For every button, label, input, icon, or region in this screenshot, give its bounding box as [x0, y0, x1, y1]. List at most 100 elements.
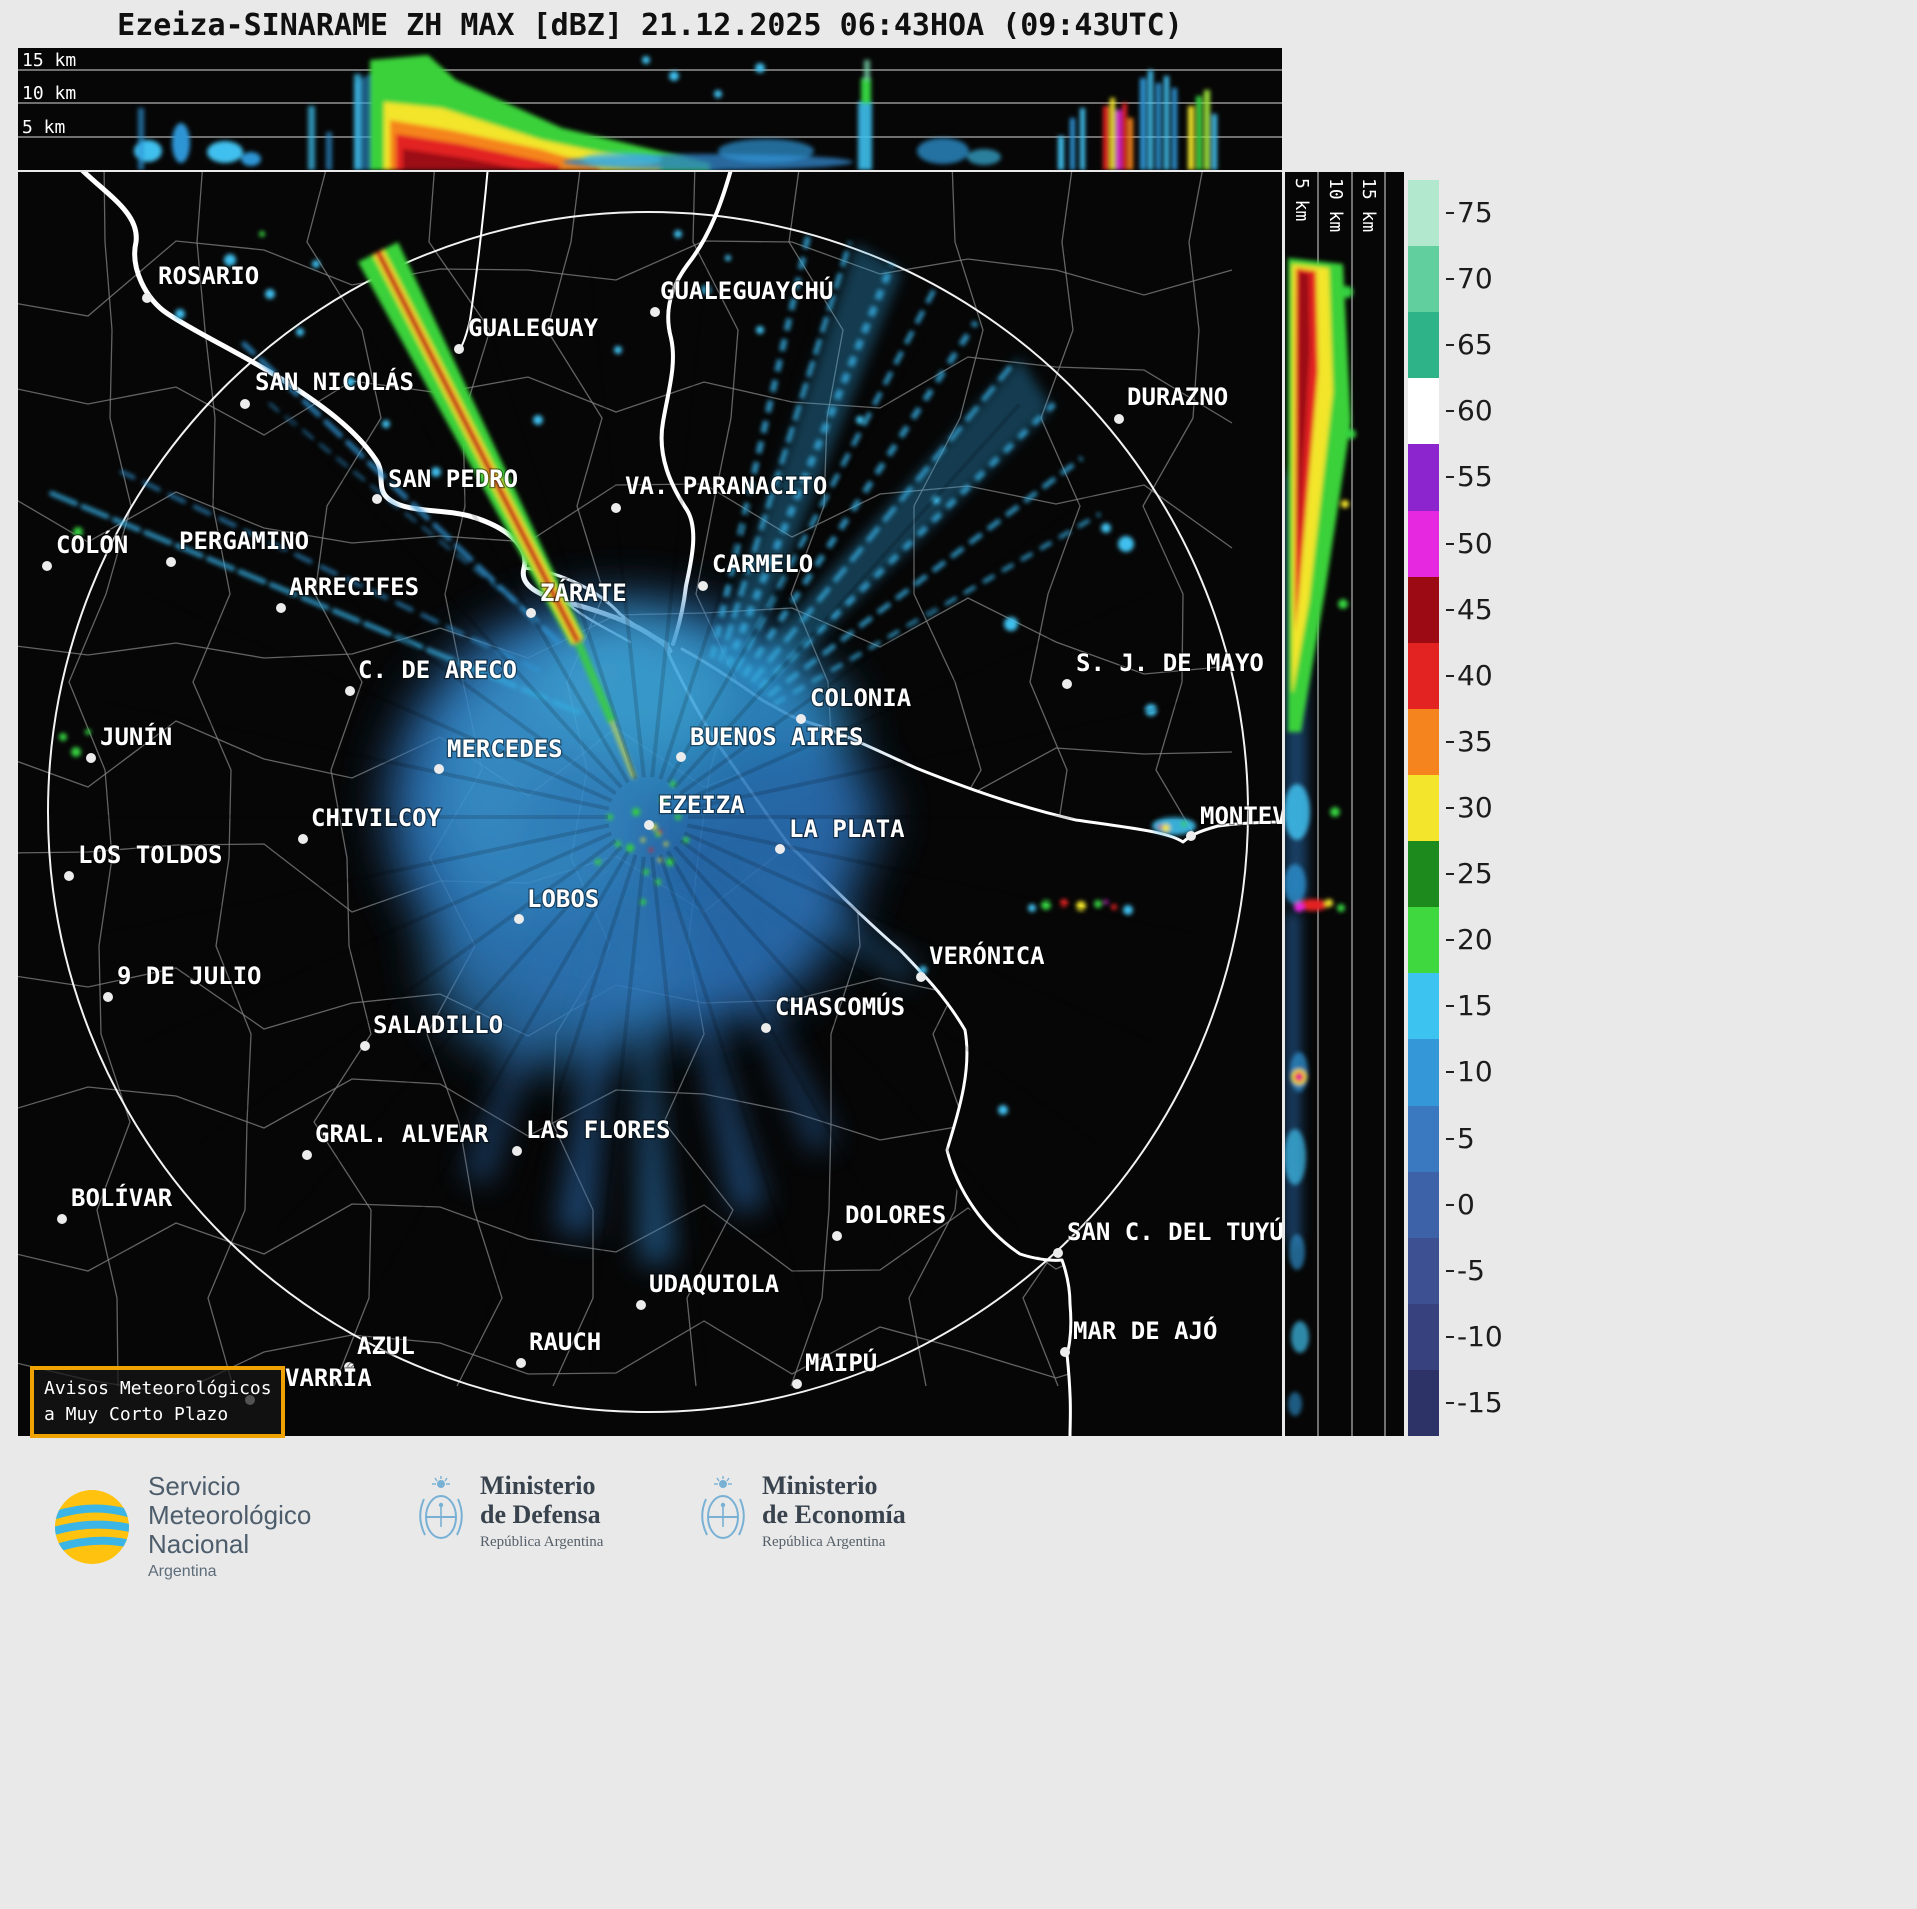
beam-spoke	[658, 288, 822, 780]
height-label: 10 km	[22, 83, 76, 104]
city-label: LOS TOLDOS	[78, 841, 223, 869]
beam-spoke	[474, 288, 638, 780]
smn-name-line: Nacional	[148, 1529, 250, 1560]
radial-beam-texture	[93, 264, 1203, 1370]
beam-spoke	[275, 845, 623, 1231]
city-label: LA PLATA	[789, 815, 905, 843]
colorbar-tick-label: -10	[1446, 1319, 1503, 1353]
city-label: GUALEGUAYCHÚ	[660, 275, 833, 305]
radar-range-ring	[47, 211, 1249, 1413]
beam-spoke	[686, 823, 1192, 935]
city-dot	[698, 581, 708, 591]
colorbar-tick-label: 55	[1446, 460, 1493, 494]
colorbar-segment	[1408, 841, 1439, 908]
city-label: LOBOS	[527, 885, 599, 913]
city-dot	[512, 1146, 522, 1156]
colorbar-tick-label: 65	[1446, 328, 1493, 362]
city-dot	[302, 1150, 312, 1160]
city-dot	[344, 1362, 354, 1372]
ministerio-economia-wordmark: Ministerio de Economía República Argenti…	[762, 1471, 906, 1551]
city-label: LAS FLORES	[526, 1116, 671, 1144]
city-label: BOLÍVAR	[71, 1183, 173, 1212]
beam-spoke	[666, 335, 928, 784]
beam-spoke	[673, 845, 1021, 1231]
aviso-overlay[interactable]: Avisos Meteorológicos a Muy Corto Plazo	[30, 1366, 285, 1439]
colorbar-tick-label: 20	[1446, 923, 1493, 957]
smn-wordmark: Servicio Meteorológico Nacional Argentin…	[148, 1471, 311, 1581]
city-dot	[103, 992, 113, 1002]
colorbar-tick-label: 0	[1446, 1187, 1475, 1221]
coat-of-arms-icon	[419, 1475, 463, 1539]
city-label: PERGAMINO	[179, 527, 309, 555]
colorbar-segment	[1408, 444, 1439, 511]
city-dot	[1186, 831, 1196, 841]
city-dot	[796, 714, 806, 724]
height-label: 15 km	[22, 50, 76, 71]
ministerio-economia-block: Ministerio de Economía República Argenti…	[700, 1471, 906, 1551]
city-label: VARRÍA	[285, 1363, 372, 1392]
beam-spoke	[368, 335, 630, 784]
admin-boundary	[18, 240, 1233, 317]
city-label: MAR DE AJÓ	[1073, 1315, 1218, 1345]
cross-section-top-panel: 15 km 10 km 5 km	[18, 48, 1282, 170]
colorbar-tick-label: 35	[1446, 724, 1493, 758]
city-label: BUENOS AIRES	[690, 723, 863, 751]
ministry-name-line: de Defensa	[480, 1499, 601, 1529]
city-dot	[611, 503, 621, 513]
city-label: SAN NICOLÁS	[255, 367, 414, 396]
cross-section-right-panel: 5 km 10 km 15 km	[1285, 172, 1404, 1436]
colorbar-tick-label: 60	[1446, 394, 1493, 428]
beam-spoke	[686, 699, 1192, 811]
city-label: CHASCOMÚS	[775, 991, 905, 1021]
city-label: AZUL	[357, 1332, 415, 1360]
dbz-colorbar-ticks: 75 70 65 60 55 50 45 40 35 30 25 20 15 10 5 0 -5 -10 -15	[1446, 180, 1527, 1436]
city-dot	[360, 1041, 370, 1051]
city-label: VERÓNICA	[929, 940, 1045, 970]
city-label: DOLORES	[845, 1201, 946, 1229]
city-dot	[1114, 414, 1124, 424]
beam-spoke	[650, 264, 709, 778]
ministry-name-line: Ministerio	[480, 1471, 596, 1500]
city-label: GRAL. ALVEAR	[315, 1120, 489, 1148]
city-markers: ROSARIO GUALEGUAYCHÚ GUALEGUAY SAN NICOLÁS S…	[42, 261, 1282, 1405]
radar-map-panel: ROSARIO GUALEGUAYCHÚ GUALEGUAY SAN NICOLÁS S…	[18, 172, 1282, 1439]
ministerio-defensa-wordmark: Ministerio de Defensa República Argentin…	[480, 1471, 603, 1551]
city-dot	[298, 834, 308, 844]
colorbar-tick-label: 45	[1446, 592, 1493, 626]
city-dot	[516, 1358, 526, 1368]
colorbar-tick-label: 50	[1446, 526, 1493, 560]
ministry-subtitle: República Argentina	[762, 1534, 886, 1551]
ministry-name-line: de Economía	[762, 1499, 906, 1529]
beam-spoke	[140, 589, 613, 803]
colorbar-segment	[1408, 907, 1439, 974]
city-label: COLÓN	[56, 529, 128, 559]
city-label: MAIPÚ	[805, 1347, 877, 1377]
beam-spoke	[683, 589, 1156, 803]
admin-boundary	[18, 356, 1233, 436]
city-dot	[142, 293, 152, 303]
coat-of-arms-icon	[701, 1475, 745, 1539]
city-label: UDAQUIOLA	[649, 1270, 780, 1298]
aviso-line-2: a Muy Corto Plazo	[44, 1404, 229, 1426]
city-dot	[832, 1231, 842, 1241]
city-label: SAN C. DEL TUYÚ	[1067, 1216, 1282, 1246]
cross-section-top-plot: 15 km 10 km 5 km	[18, 50, 1282, 170]
beam-spoke	[104, 823, 610, 935]
city-dot	[1062, 679, 1072, 689]
colorbar-tick-label: 70	[1446, 262, 1493, 296]
city-label: VA. PARANACITO	[625, 472, 827, 500]
city-dot	[276, 603, 286, 613]
height-label: 15 km	[1358, 178, 1379, 232]
city-dot	[166, 557, 176, 567]
colorbar-segment	[1408, 642, 1439, 709]
colorbar-segment	[1408, 576, 1439, 643]
city-dot	[434, 764, 444, 774]
city-dot	[372, 494, 382, 504]
city-label: COLONIA	[810, 684, 912, 712]
beam-spoke	[104, 699, 610, 811]
city-dot	[644, 820, 654, 830]
admin-boundary	[306, 172, 382, 1387]
colorbar-tick-label: 5	[1446, 1121, 1475, 1155]
city-label: 9 DE JULIO	[117, 962, 262, 990]
page-title: Ezeiza-SINARAME ZH MAX [dBZ] 21.12.2025 …	[117, 8, 1183, 43]
